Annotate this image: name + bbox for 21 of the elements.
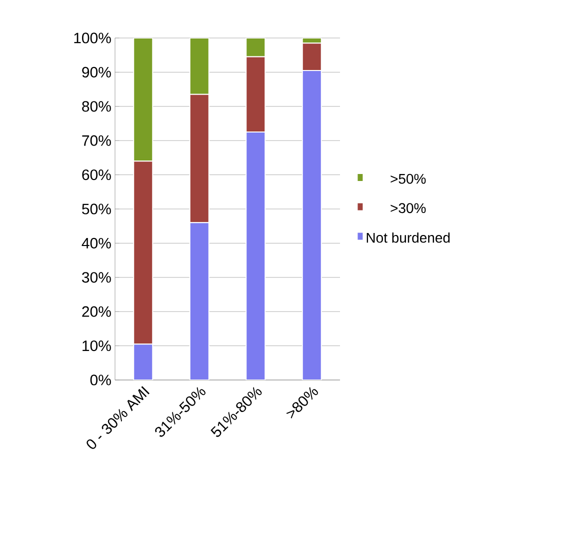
y-tick-label: 30% [82,272,111,283]
y-tick-label: 80% [82,101,111,112]
bar [302,70,322,380]
y-tick-label: 70% [82,135,111,146]
bar [133,344,154,380]
y-tick-label: 40% [82,238,111,248]
y-tick-label: 0% [90,374,111,386]
legend-label: >50% [390,174,426,184]
y-tick-label: 100% [74,32,111,44]
legend-label: Not burdened [366,232,450,243]
y-tick-label: 60% [82,169,111,180]
y-tick-label: 10% [82,340,111,352]
bar [133,38,154,162]
bar [246,38,266,58]
bar [189,222,210,380]
y-tick-label: 50% [82,204,111,214]
y-tick-label: 20% [82,306,111,317]
y-tick-label: 90% [82,66,111,78]
bar [246,132,266,380]
bar [189,38,210,95]
legend-label: >30% [390,203,426,214]
